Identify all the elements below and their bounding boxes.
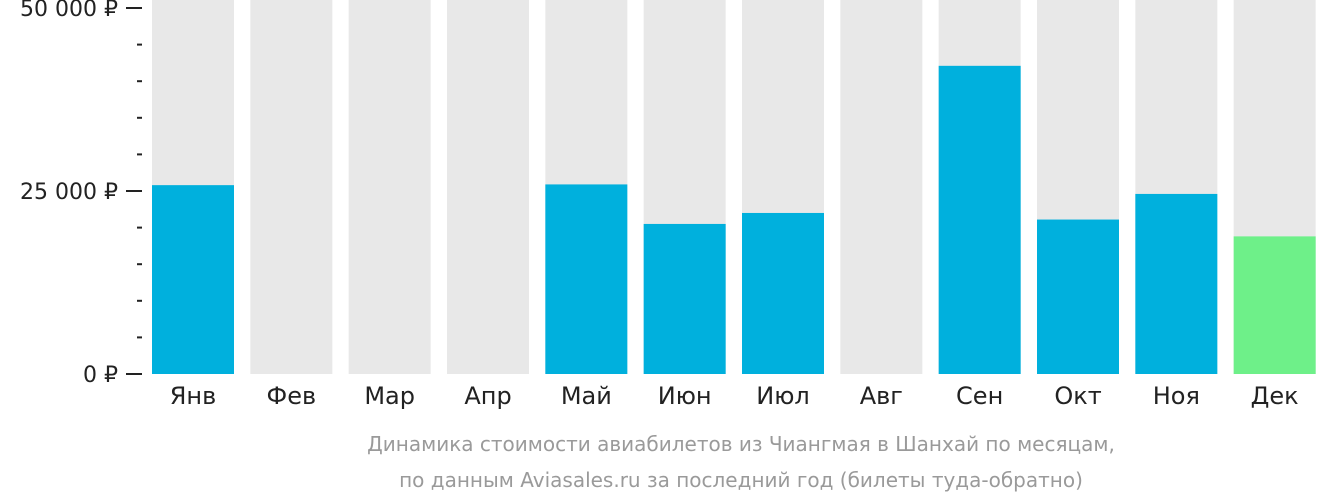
y-tick-label: 50 000 ₽	[20, 0, 118, 22]
bar-background-2	[250, 0, 333, 374]
chart-caption-line-2: по данным Aviasales.ru за последний год …	[399, 468, 1083, 492]
bar-5	[545, 184, 628, 374]
x-tick-label: Дек	[1251, 382, 1299, 410]
x-tick-label: Июн	[658, 382, 712, 410]
x-tick-label: Авг	[860, 382, 903, 410]
bar-background-3	[348, 0, 431, 374]
bar-7	[742, 212, 824, 374]
x-tick-label: Янв	[170, 382, 217, 410]
bar-background-8	[840, 0, 923, 374]
x-tick-label: Апр	[464, 382, 511, 410]
y-tick-label: 25 000 ₽	[20, 180, 118, 205]
x-tick-label: Май	[561, 382, 612, 410]
bar-6	[643, 223, 726, 374]
bar-11	[1135, 193, 1218, 374]
x-tick-label: Окт	[1054, 382, 1101, 410]
y-tick-label: 0 ₽	[83, 363, 118, 388]
chart-caption-line-1: Динамика стоимости авиабилетов из Чиангм…	[367, 432, 1115, 456]
x-tick-label: Мар	[364, 382, 415, 410]
x-tick-label: Ноя	[1153, 382, 1200, 410]
x-tick-label: Фев	[267, 382, 317, 410]
bar-10	[1037, 219, 1119, 374]
bar-9	[938, 65, 1021, 374]
x-tick-label: Сен	[956, 382, 1003, 410]
bar-1	[152, 185, 234, 374]
bar-12	[1233, 236, 1316, 374]
bar-background-4	[447, 0, 529, 374]
x-tick-label: Июл	[756, 382, 810, 410]
